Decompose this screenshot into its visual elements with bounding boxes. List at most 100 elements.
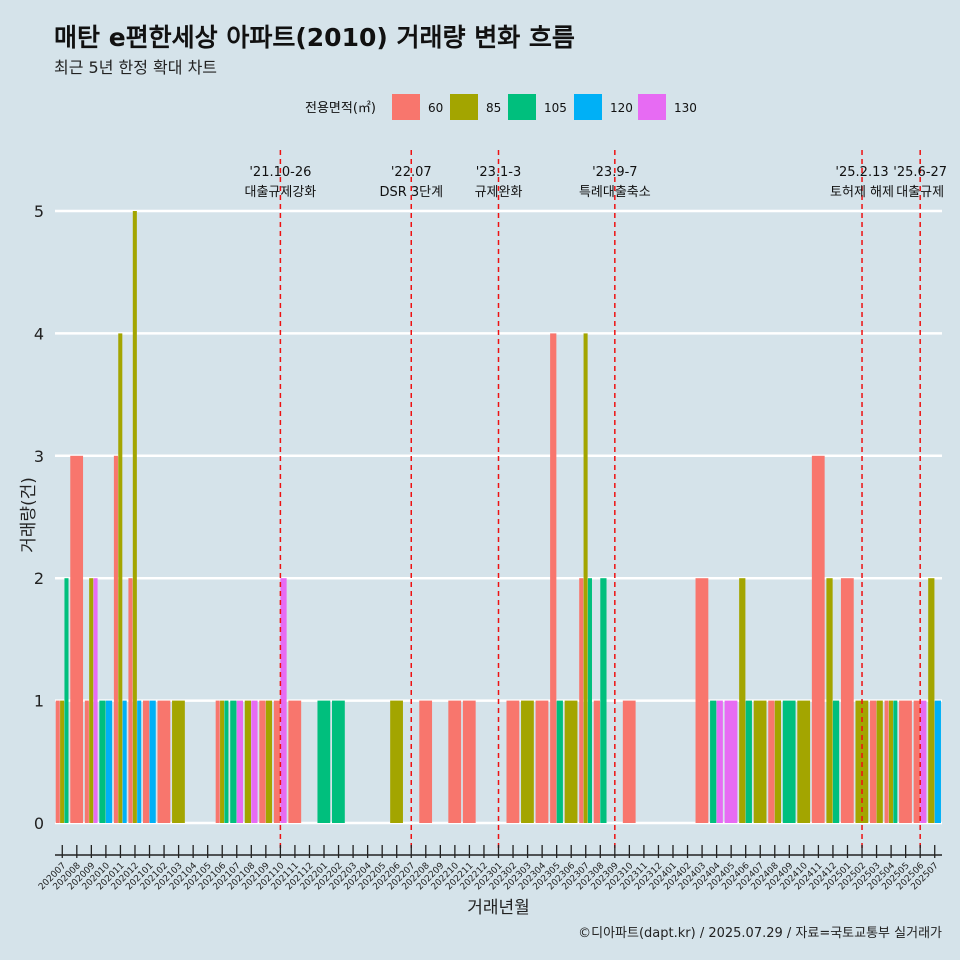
- bar-202108-130: [251, 700, 258, 823]
- bar-202106-85: [220, 700, 225, 823]
- bar-202111-60: [288, 700, 302, 823]
- bar-202505-60: [899, 700, 912, 823]
- bar-202109-60: [259, 700, 266, 823]
- bar-202011-120: [122, 700, 127, 823]
- bar-202103-85: [172, 700, 185, 823]
- bar-202106-60: [215, 700, 220, 823]
- bar-202011-85: [118, 333, 123, 823]
- bar-202406-85: [739, 578, 746, 823]
- bar-202404-105: [710, 700, 717, 823]
- bar-202307-85: [583, 333, 588, 823]
- bar-202310-60: [622, 700, 636, 823]
- event-name-label: 대출규제: [896, 185, 944, 200]
- bar-202412-105: [832, 700, 840, 823]
- y-axis-title: 거래량(건): [19, 477, 39, 553]
- bar-202411-60: [811, 455, 825, 823]
- legend-swatch-130: [638, 94, 666, 120]
- bar-202107-130: [236, 700, 244, 823]
- bar-202407-85: [753, 700, 767, 823]
- bar-202502-85: [855, 700, 869, 823]
- bar-202202-105: [332, 700, 345, 823]
- event-date-label: '23.1-3: [476, 165, 521, 180]
- bar-202208-60: [419, 700, 433, 823]
- bar-202009-60: [84, 700, 89, 823]
- event-date-label: '21.10-26: [249, 165, 311, 180]
- bar-202408-60: [768, 700, 775, 823]
- event-date-label: '22.07: [391, 165, 432, 180]
- legend-label-105: 105: [544, 101, 567, 115]
- event-name-label: 특례대출축소: [579, 185, 651, 200]
- x-axis-title: 거래년월: [467, 898, 530, 918]
- bar-202304-60: [535, 700, 549, 823]
- bar-202007-105: [64, 578, 69, 823]
- bar-202012-120: [137, 700, 142, 823]
- event-date-label: '25.2.13: [835, 165, 888, 180]
- bar-202305-60: [550, 333, 557, 823]
- bar-202303-85: [521, 700, 534, 823]
- bar-202102-60: [157, 700, 171, 823]
- bar-202210-60: [448, 700, 462, 823]
- bar-202403-60: [695, 578, 709, 823]
- bar-202307-60: [579, 578, 584, 823]
- bar-202007-60: [55, 700, 60, 823]
- bar-202109-85: [265, 700, 273, 823]
- event-date-label: '23.9-7: [592, 165, 637, 180]
- bar-202507-120: [934, 700, 941, 823]
- y-tick-label: 4: [34, 324, 44, 343]
- bar-202405-130: [724, 700, 738, 823]
- y-tick-label: 1: [34, 692, 44, 711]
- legend-swatch-120: [574, 94, 602, 120]
- bar-202305-105: [556, 700, 563, 823]
- chart-subtitle: 최근 5년 한정 확대 차트: [54, 58, 218, 77]
- event-name-label: 규제완화: [475, 185, 523, 200]
- bar-202012-60: [128, 578, 133, 823]
- chart-caption: ©디아파트(dapt.kr) / 2025.07.29 / 자료=국토교통부 실…: [578, 926, 942, 941]
- legend-label-130: 130: [674, 101, 697, 115]
- bar-202010-120: [105, 700, 113, 823]
- bar-202404-130: [716, 700, 723, 823]
- bar-202008-60: [70, 455, 84, 823]
- bar-202201-105: [317, 700, 331, 823]
- bar-202009-130: [93, 578, 98, 823]
- bar-202012-85: [132, 211, 137, 823]
- bar-202412-85: [826, 578, 833, 823]
- bar-202107-105: [230, 700, 237, 823]
- legend-swatch-85: [450, 94, 478, 120]
- bar-202406-105: [745, 700, 752, 823]
- bar-202106-105: [224, 700, 229, 823]
- legend-swatch-60: [392, 94, 420, 120]
- legend-label-85: 85: [486, 101, 501, 115]
- bar-202307-105: [587, 578, 592, 823]
- bar-202302-60: [506, 700, 520, 823]
- bar-202206-85: [390, 700, 403, 823]
- event-name-label: 토허제 해제: [830, 185, 894, 200]
- bar-202409-105: [782, 700, 796, 823]
- bar-202501-60: [840, 578, 854, 823]
- bar-202504-60: [884, 700, 889, 823]
- bar-202410-85: [797, 700, 811, 823]
- event-date-label: '25.6-27: [893, 165, 947, 180]
- bar-202504-105: [893, 700, 898, 823]
- legend-swatch-105: [508, 94, 536, 120]
- y-tick-label: 0: [34, 814, 44, 833]
- y-tick-label: 3: [34, 447, 44, 466]
- event-name-label: 대출규제강화: [245, 185, 317, 200]
- bar-202211-60: [462, 700, 476, 823]
- bar-202009-85: [89, 578, 94, 823]
- y-tick-label: 5: [34, 202, 44, 221]
- bar-202308-105: [600, 578, 607, 823]
- bar-202308-60: [593, 700, 600, 823]
- legend-title: 전용면적(㎡): [305, 101, 376, 116]
- bar-202408-85: [774, 700, 782, 823]
- legend-label-120: 120: [610, 101, 633, 115]
- legend-label-60: 60: [428, 101, 443, 115]
- bar-202503-85: [876, 700, 883, 823]
- bar-202507-85: [928, 578, 935, 823]
- chart-title: 매탄 e편한세상 아파트(2010) 거래량 변화 흐름: [54, 23, 575, 52]
- bar-202101-120: [149, 700, 156, 823]
- bar-202503-60: [870, 700, 877, 823]
- event-name-label: DSR 3단계: [379, 185, 443, 200]
- bar-202506-130: [920, 700, 927, 823]
